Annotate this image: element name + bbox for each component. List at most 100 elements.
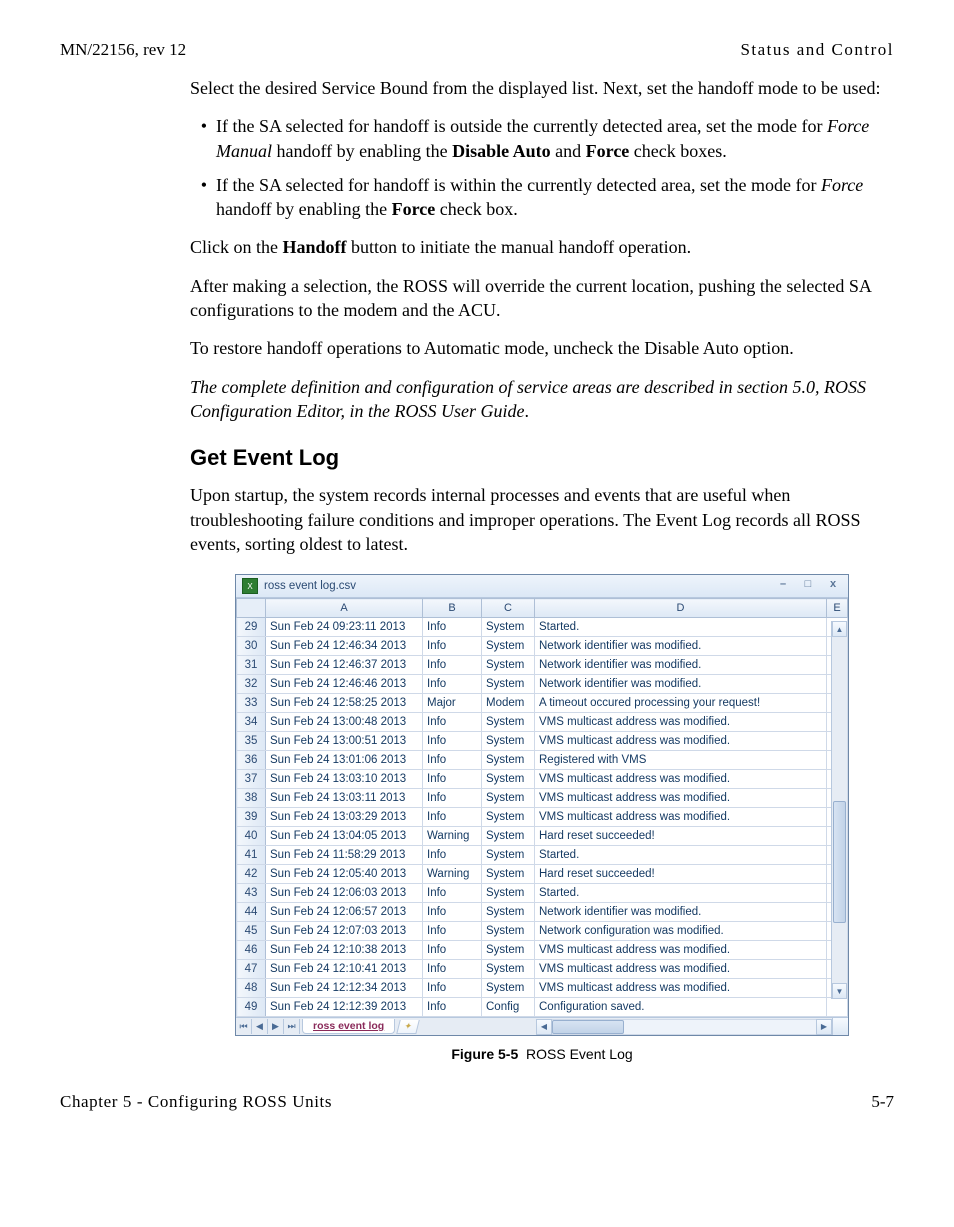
cell-source[interactable]: Modem — [482, 694, 535, 713]
cell-timestamp[interactable]: Sun Feb 24 12:58:25 2013 — [266, 694, 423, 713]
cell-message[interactable]: Registered with VMS — [535, 751, 827, 770]
cell-level[interactable]: Info — [423, 922, 482, 941]
row-header[interactable]: 34 — [237, 713, 266, 732]
cell-timestamp[interactable]: Sun Feb 24 12:07:03 2013 — [266, 922, 423, 941]
row-header[interactable]: 37 — [237, 770, 266, 789]
cell-timestamp[interactable]: Sun Feb 24 12:12:34 2013 — [266, 979, 423, 998]
cell-timestamp[interactable]: Sun Feb 24 12:12:39 2013 — [266, 998, 423, 1017]
cell-source[interactable]: System — [482, 732, 535, 751]
cell-source[interactable]: System — [482, 618, 535, 637]
cell-timestamp[interactable]: Sun Feb 24 13:01:06 2013 — [266, 751, 423, 770]
vertical-scrollbar[interactable]: ▲ ▼ — [831, 621, 847, 999]
cell-timestamp[interactable]: Sun Feb 24 12:46:34 2013 — [266, 637, 423, 656]
cell-message[interactable]: VMS multicast address was modified. — [535, 732, 827, 751]
row-header[interactable]: 35 — [237, 732, 266, 751]
cell-timestamp[interactable]: Sun Feb 24 12:06:57 2013 — [266, 903, 423, 922]
cell-timestamp[interactable]: Sun Feb 24 12:10:41 2013 — [266, 960, 423, 979]
column-header-c[interactable]: C — [482, 599, 535, 618]
cell-message[interactable]: Started. — [535, 618, 827, 637]
row-header[interactable]: 48 — [237, 979, 266, 998]
cell-timestamp[interactable]: Sun Feb 24 12:06:03 2013 — [266, 884, 423, 903]
cell-timestamp[interactable]: Sun Feb 24 13:03:11 2013 — [266, 789, 423, 808]
row-header[interactable]: 45 — [237, 922, 266, 941]
cell-timestamp[interactable]: Sun Feb 24 12:46:46 2013 — [266, 675, 423, 694]
cell-timestamp[interactable]: Sun Feb 24 13:03:29 2013 — [266, 808, 423, 827]
cell-level[interactable]: Info — [423, 637, 482, 656]
cell-message[interactable]: VMS multicast address was modified. — [535, 770, 827, 789]
cell-level[interactable]: Warning — [423, 827, 482, 846]
minimize-button[interactable]: – — [772, 577, 794, 591]
cell-message[interactable]: VMS multicast address was modified. — [535, 808, 827, 827]
cell-message[interactable]: Network identifier was modified. — [535, 675, 827, 694]
cell-level[interactable]: Info — [423, 998, 482, 1017]
cell-level[interactable]: Info — [423, 732, 482, 751]
cell-message[interactable]: VMS multicast address was modified. — [535, 960, 827, 979]
row-header[interactable]: 36 — [237, 751, 266, 770]
cell-level[interactable]: Info — [423, 675, 482, 694]
cell-message[interactable]: Configuration saved. — [535, 998, 827, 1017]
resize-corner[interactable] — [832, 1018, 848, 1035]
restore-button[interactable]: □ — [797, 577, 819, 591]
cell-timestamp[interactable]: Sun Feb 24 13:04:05 2013 — [266, 827, 423, 846]
select-all-corner[interactable] — [237, 599, 266, 618]
hscroll-thumb[interactable] — [552, 1020, 624, 1034]
row-header[interactable]: 42 — [237, 865, 266, 884]
cell-source[interactable]: System — [482, 903, 535, 922]
cell-source[interactable]: System — [482, 751, 535, 770]
cell-source[interactable]: System — [482, 656, 535, 675]
cell-message[interactable]: Hard reset succeeded! — [535, 827, 827, 846]
cell-timestamp[interactable]: Sun Feb 24 11:58:29 2013 — [266, 846, 423, 865]
horizontal-scrollbar[interactable]: ◀ ▶ — [536, 1019, 832, 1034]
cell-message[interactable]: VMS multicast address was modified. — [535, 713, 827, 732]
cell-message[interactable]: Hard reset succeeded! — [535, 865, 827, 884]
cell-timestamp[interactable]: Sun Feb 24 12:10:38 2013 — [266, 941, 423, 960]
cell-source[interactable]: System — [482, 808, 535, 827]
cell-source[interactable]: System — [482, 789, 535, 808]
hscroll-left[interactable]: ◀ — [536, 1019, 552, 1035]
cell-level[interactable]: Info — [423, 903, 482, 922]
tab-nav-last[interactable]: ⏭ — [284, 1019, 300, 1034]
cell-message[interactable]: VMS multicast address was modified. — [535, 979, 827, 998]
cell-message[interactable]: Network identifier was modified. — [535, 637, 827, 656]
cell-message[interactable]: VMS multicast address was modified. — [535, 941, 827, 960]
cell-message[interactable]: Started. — [535, 884, 827, 903]
column-header-b[interactable]: B — [423, 599, 482, 618]
cell-message[interactable]: Network identifier was modified. — [535, 656, 827, 675]
cell-source[interactable]: System — [482, 922, 535, 941]
tab-nav-next[interactable]: ▶ — [268, 1019, 284, 1034]
row-header[interactable]: 46 — [237, 941, 266, 960]
cell-level[interactable]: Info — [423, 618, 482, 637]
scroll-up-button[interactable]: ▲ — [832, 621, 847, 637]
column-header-d[interactable]: D — [535, 599, 827, 618]
row-header[interactable]: 43 — [237, 884, 266, 903]
cell-level[interactable]: Info — [423, 941, 482, 960]
cell-source[interactable]: System — [482, 979, 535, 998]
cell-level[interactable]: Info — [423, 846, 482, 865]
cell-message[interactable]: Started. — [535, 846, 827, 865]
cell-level[interactable]: Info — [423, 770, 482, 789]
cell-level[interactable]: Major — [423, 694, 482, 713]
row-header[interactable]: 41 — [237, 846, 266, 865]
cell-empty[interactable] — [827, 998, 848, 1017]
close-button[interactable]: x — [822, 577, 844, 591]
row-header[interactable]: 49 — [237, 998, 266, 1017]
row-header[interactable]: 29 — [237, 618, 266, 637]
cell-timestamp[interactable]: Sun Feb 24 12:05:40 2013 — [266, 865, 423, 884]
cell-timestamp[interactable]: Sun Feb 24 13:03:10 2013 — [266, 770, 423, 789]
row-header[interactable]: 44 — [237, 903, 266, 922]
cell-level[interactable]: Info — [423, 656, 482, 675]
row-header[interactable]: 32 — [237, 675, 266, 694]
hscroll-right[interactable]: ▶ — [816, 1019, 832, 1035]
cell-source[interactable]: Config — [482, 998, 535, 1017]
cell-message[interactable]: VMS multicast address was modified. — [535, 789, 827, 808]
cell-source[interactable]: System — [482, 960, 535, 979]
cell-message[interactable]: Network identifier was modified. — [535, 903, 827, 922]
new-sheet-button[interactable]: ✦ — [396, 1020, 419, 1034]
cell-source[interactable]: System — [482, 884, 535, 903]
cell-source[interactable]: System — [482, 846, 535, 865]
row-header[interactable]: 47 — [237, 960, 266, 979]
cell-level[interactable]: Info — [423, 884, 482, 903]
scroll-down-button[interactable]: ▼ — [832, 983, 847, 999]
cell-level[interactable]: Info — [423, 960, 482, 979]
cell-source[interactable]: System — [482, 637, 535, 656]
